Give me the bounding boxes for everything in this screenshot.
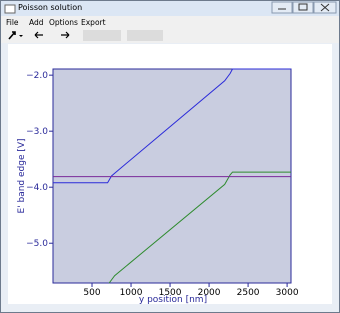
dropdown-arrow[interactable] xyxy=(19,35,23,37)
disabled-input xyxy=(127,30,163,41)
title-bar: Poisson solution xyxy=(1,1,339,16)
back-button[interactable] xyxy=(34,31,43,39)
plot-area xyxy=(52,68,292,284)
y-tick-label: −4.0 xyxy=(26,183,48,193)
x-tick-label: 3000 xyxy=(276,288,299,298)
menu-item[interactable]: Export xyxy=(81,18,106,27)
window-controls[interactable] xyxy=(271,1,337,14)
toolbar xyxy=(1,28,339,43)
pointer-tool[interactable] xyxy=(8,31,16,40)
x-axis-label: y position [nm] xyxy=(139,295,207,304)
window-title: Poisson solution xyxy=(18,3,83,12)
menu-item[interactable]: File xyxy=(6,18,19,27)
y-axis-label: E' band edge [V] xyxy=(17,138,27,213)
x-tick-label: 2500 xyxy=(237,288,260,298)
menu-item[interactable]: Options xyxy=(49,18,78,27)
y-tick-label: −5.0 xyxy=(26,239,48,249)
toolbar-icons xyxy=(8,30,163,41)
series-line xyxy=(53,68,291,184)
chart: y position [nm] E' band edge [V] −2.0 −3.… xyxy=(8,44,332,304)
x-tick-label: 1000 xyxy=(120,288,143,298)
x-tick-label: 500 xyxy=(83,288,100,298)
series-line xyxy=(108,171,291,284)
menu-bar: File Add Options Export xyxy=(1,16,339,28)
x-tick-label: 1500 xyxy=(159,288,182,298)
y-tick-label: −3.0 xyxy=(26,127,48,137)
x-tick-label: 2000 xyxy=(198,288,221,298)
menu-item[interactable]: Add xyxy=(29,18,44,27)
app-icon xyxy=(4,4,16,14)
disabled-input xyxy=(83,30,121,41)
forward-button[interactable] xyxy=(61,31,70,39)
y-tick-label: −2.0 xyxy=(26,71,48,81)
